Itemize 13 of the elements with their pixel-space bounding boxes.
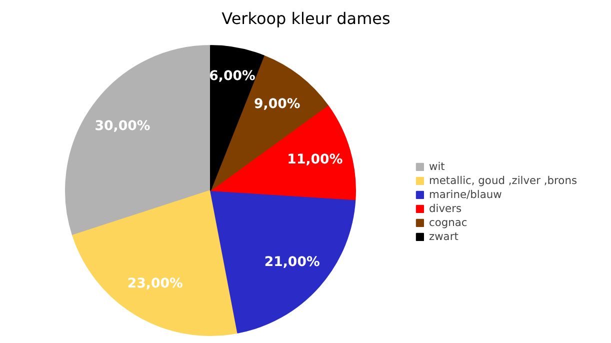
data-label: 6,00% bbox=[209, 69, 256, 84]
data-label: 9,00% bbox=[254, 97, 300, 112]
chart-title: Verkoop kleur dames bbox=[222, 9, 390, 28]
data-label: 30,00% bbox=[94, 119, 150, 134]
legend-label: metallic, goud ,zilver ,brons bbox=[429, 174, 578, 187]
data-label: 21,00% bbox=[264, 254, 320, 270]
data-label: 23,00% bbox=[127, 276, 183, 292]
legend-label: marine/blauw bbox=[429, 188, 502, 201]
data-label: 11,00% bbox=[287, 152, 343, 168]
legend-label: cognac bbox=[429, 216, 468, 229]
legend-label: divers bbox=[429, 202, 462, 215]
legend-label: zwart bbox=[429, 230, 458, 243]
legend-label: wit bbox=[429, 160, 446, 173]
